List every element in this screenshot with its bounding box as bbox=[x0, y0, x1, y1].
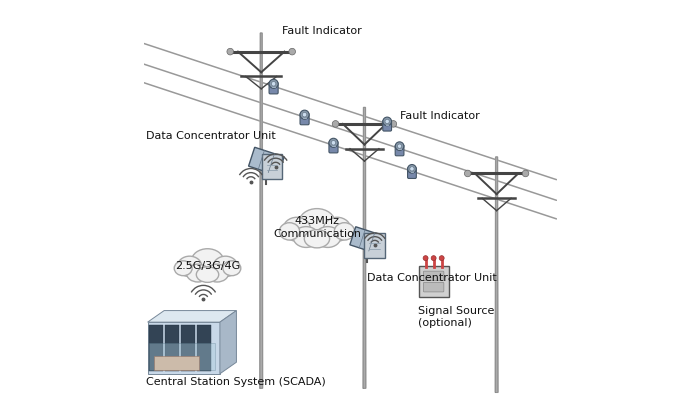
Circle shape bbox=[390, 121, 397, 127]
Circle shape bbox=[300, 110, 309, 119]
Polygon shape bbox=[363, 107, 366, 388]
Ellipse shape bbox=[223, 261, 241, 276]
Circle shape bbox=[431, 256, 436, 261]
Circle shape bbox=[332, 121, 339, 127]
Circle shape bbox=[289, 48, 295, 55]
Ellipse shape bbox=[192, 249, 223, 273]
Text: Fault Indicator: Fault Indicator bbox=[400, 111, 480, 121]
FancyBboxPatch shape bbox=[419, 266, 449, 297]
FancyBboxPatch shape bbox=[197, 325, 211, 371]
Ellipse shape bbox=[177, 256, 202, 277]
FancyBboxPatch shape bbox=[165, 325, 179, 371]
Ellipse shape bbox=[315, 227, 341, 247]
Ellipse shape bbox=[196, 267, 218, 282]
Text: Central Station System (SCADA): Central Station System (SCADA) bbox=[146, 377, 326, 387]
Circle shape bbox=[395, 142, 404, 150]
Circle shape bbox=[302, 112, 307, 117]
Circle shape bbox=[329, 138, 338, 147]
Circle shape bbox=[464, 170, 471, 177]
Circle shape bbox=[383, 117, 391, 126]
Circle shape bbox=[407, 164, 416, 173]
FancyBboxPatch shape bbox=[300, 113, 309, 125]
Circle shape bbox=[385, 119, 389, 123]
Circle shape bbox=[423, 256, 428, 261]
FancyBboxPatch shape bbox=[407, 167, 416, 178]
FancyBboxPatch shape bbox=[269, 82, 278, 94]
Ellipse shape bbox=[283, 217, 311, 241]
Polygon shape bbox=[220, 311, 237, 374]
FancyBboxPatch shape bbox=[424, 282, 444, 292]
FancyBboxPatch shape bbox=[395, 145, 404, 156]
Circle shape bbox=[439, 256, 444, 261]
Ellipse shape bbox=[304, 230, 330, 248]
Circle shape bbox=[331, 140, 336, 145]
Ellipse shape bbox=[299, 209, 335, 237]
FancyBboxPatch shape bbox=[149, 325, 163, 371]
FancyBboxPatch shape bbox=[149, 344, 215, 370]
FancyBboxPatch shape bbox=[155, 356, 199, 370]
Circle shape bbox=[272, 81, 276, 86]
Circle shape bbox=[227, 48, 234, 55]
Polygon shape bbox=[495, 157, 498, 392]
Polygon shape bbox=[148, 322, 220, 374]
Ellipse shape bbox=[174, 261, 193, 276]
Text: Data Concentrator Unit: Data Concentrator Unit bbox=[367, 273, 496, 282]
Polygon shape bbox=[350, 227, 384, 254]
Ellipse shape bbox=[293, 227, 319, 247]
Circle shape bbox=[269, 79, 278, 88]
Text: 2.5G/3G/4G: 2.5G/3G/4G bbox=[175, 261, 240, 271]
Ellipse shape bbox=[206, 264, 229, 282]
Text: Signal Source
(optional): Signal Source (optional) bbox=[418, 306, 494, 328]
FancyBboxPatch shape bbox=[262, 154, 282, 179]
Polygon shape bbox=[260, 33, 262, 388]
Ellipse shape bbox=[186, 264, 209, 282]
Text: Data Concentrator Unit: Data Concentrator Unit bbox=[146, 131, 275, 141]
Text: 433MHz
Communication: 433MHz Communication bbox=[273, 216, 361, 239]
FancyBboxPatch shape bbox=[181, 325, 195, 371]
Circle shape bbox=[522, 170, 528, 177]
FancyBboxPatch shape bbox=[364, 233, 385, 258]
Circle shape bbox=[410, 167, 414, 171]
FancyBboxPatch shape bbox=[383, 120, 391, 131]
Ellipse shape bbox=[323, 217, 351, 241]
Text: Fault Indicator: Fault Indicator bbox=[282, 26, 362, 36]
Ellipse shape bbox=[214, 256, 237, 277]
FancyBboxPatch shape bbox=[424, 271, 444, 281]
Circle shape bbox=[398, 144, 402, 148]
Ellipse shape bbox=[335, 223, 354, 240]
Polygon shape bbox=[248, 147, 284, 176]
Polygon shape bbox=[148, 311, 237, 322]
FancyBboxPatch shape bbox=[329, 141, 338, 153]
Ellipse shape bbox=[279, 223, 300, 240]
